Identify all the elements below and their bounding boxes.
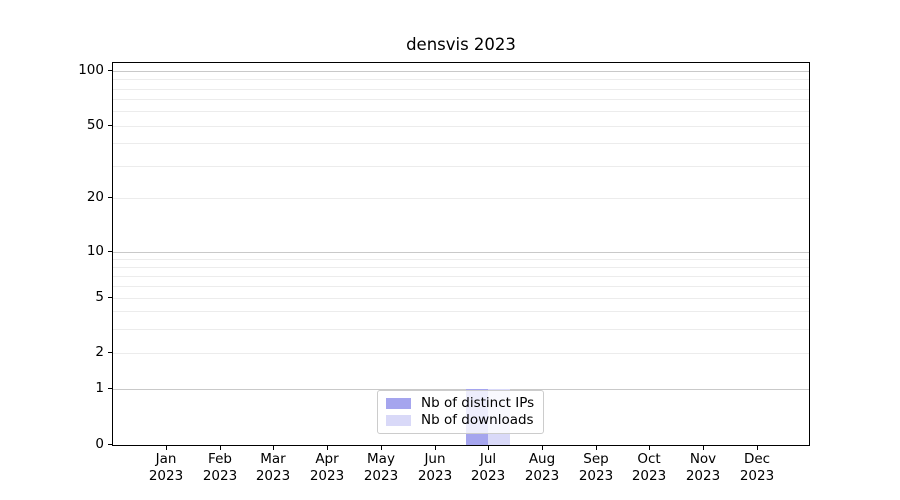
x-tick-label: Jan 2023	[126, 451, 206, 484]
legend-item-downloads: Nb of downloads	[386, 413, 535, 428]
chart-title: densvis 2023	[406, 35, 516, 54]
y-tick-label: 10	[86, 243, 104, 259]
x-tick-label: Apr 2023	[287, 451, 367, 484]
x-tick-label: Oct 2023	[609, 451, 689, 484]
x-tick-label-month: Dec	[743, 451, 771, 467]
x-tick-label-month: Feb	[208, 451, 232, 467]
x-tick-label: Feb 2023	[180, 451, 260, 484]
x-tick-label-month: Jan	[155, 451, 177, 467]
gridline-minor	[113, 126, 809, 127]
x-tick-label-month: Mar	[260, 451, 286, 467]
x-tick-label-year: 2023	[685, 467, 721, 484]
y-tick-mark	[108, 297, 112, 298]
y-tick-mark	[108, 251, 112, 252]
x-tick-mark	[488, 446, 489, 450]
x-tick-label-month: Oct	[637, 451, 661, 467]
x-tick-label: Nov 2023	[663, 451, 743, 484]
x-tick-mark	[327, 446, 328, 450]
x-tick-mark	[542, 446, 543, 450]
x-tick-label: Sep 2023	[556, 451, 636, 484]
gridline-minor	[113, 198, 809, 199]
y-tick-mark	[108, 197, 112, 198]
y-tick-mark	[108, 70, 112, 71]
x-tick-label-year: 2023	[202, 467, 238, 484]
x-tick-label: May 2023	[341, 451, 421, 484]
gridline-minor	[113, 79, 809, 80]
gridline-minor	[113, 311, 809, 312]
x-tick-label: Mar 2023	[233, 451, 313, 484]
x-tick-label-month: Nov	[689, 451, 717, 467]
x-tick-label-year: 2023	[578, 467, 614, 484]
x-tick-label: Jul 2023	[448, 451, 528, 484]
x-tick-mark	[381, 446, 382, 450]
y-tick-label: 50	[86, 117, 104, 133]
x-tick-label-month: Aug	[528, 451, 556, 467]
x-tick-mark	[757, 446, 758, 450]
x-tick-label-year: 2023	[739, 467, 775, 484]
x-tick-label: Jun 2023	[395, 451, 475, 484]
x-tick-label-year: 2023	[524, 467, 560, 484]
legend-swatch-downloads	[386, 415, 411, 426]
x-tick-mark	[166, 446, 167, 450]
x-tick-label-month: Jun	[424, 451, 446, 467]
legend: Nb of distinct IPs Nb of downloads	[377, 390, 544, 434]
gridline-minor	[113, 329, 809, 330]
y-tick-label: 0	[95, 436, 104, 452]
y-tick-mark	[108, 352, 112, 353]
y-tick-label: 100	[78, 62, 104, 78]
gridline-minor	[113, 259, 809, 260]
x-tick-mark	[220, 446, 221, 450]
y-tick-label: 2	[95, 344, 104, 360]
x-tick-label: Aug 2023	[502, 451, 582, 484]
x-tick-mark	[649, 446, 650, 450]
x-tick-label-year: 2023	[470, 467, 506, 484]
x-tick-mark	[703, 446, 704, 450]
y-tick-mark	[108, 444, 112, 445]
legend-item-distinct-ips: Nb of distinct IPs	[386, 396, 535, 411]
legend-label: Nb of distinct IPs	[421, 395, 535, 411]
y-tick-mark	[108, 125, 112, 126]
y-tick-label: 1	[95, 380, 104, 396]
gridline-minor	[113, 89, 809, 90]
legend-label: Nb of downloads	[421, 412, 534, 428]
x-tick-label-year: 2023	[148, 467, 184, 484]
gridline-minor	[113, 286, 809, 287]
gridline-major	[113, 252, 809, 253]
gridline-minor	[113, 166, 809, 167]
gridline-minor	[113, 276, 809, 277]
x-tick-label-month: Sep	[583, 451, 609, 467]
legend-swatch-distinct-ips	[386, 398, 411, 409]
gridline-minor	[113, 111, 809, 112]
x-tick-mark	[273, 446, 274, 450]
y-tick-label: 5	[95, 289, 104, 305]
gridline-minor	[113, 298, 809, 299]
x-tick-label: Dec 2023	[717, 451, 797, 484]
gridline-major	[113, 71, 809, 72]
gridline-major	[113, 389, 809, 390]
x-tick-label-year: 2023	[255, 467, 291, 484]
gridline-minor	[113, 143, 809, 144]
gridline-minor	[113, 353, 809, 354]
gridline-minor	[113, 99, 809, 100]
x-tick-mark	[435, 446, 436, 450]
x-tick-label-month: Jul	[479, 451, 497, 467]
x-tick-label-year: 2023	[363, 467, 399, 484]
x-tick-mark	[596, 446, 597, 450]
plot-area	[112, 62, 810, 446]
y-tick-label: 20	[86, 189, 104, 205]
x-tick-label-year: 2023	[417, 467, 453, 484]
x-tick-label-year: 2023	[309, 467, 345, 484]
x-tick-label-year: 2023	[631, 467, 667, 484]
y-tick-mark	[108, 388, 112, 389]
gridline-minor	[113, 267, 809, 268]
x-tick-label-month: May	[367, 451, 395, 467]
x-tick-label-month: Apr	[315, 451, 339, 467]
